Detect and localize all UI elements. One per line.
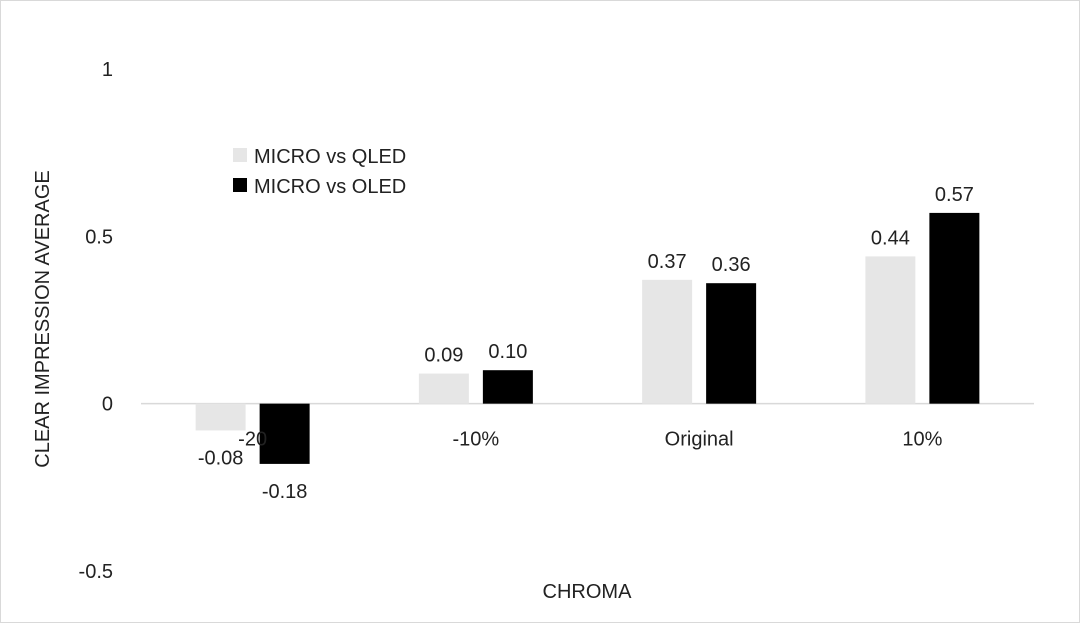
data-label: 0.36 <box>712 254 751 276</box>
legend: MICRO vs QLED MICRO vs OLED <box>233 146 406 198</box>
legend-swatch <box>233 178 247 192</box>
bar-micro-vs-oled <box>929 212 980 404</box>
data-label: -0.18 <box>262 481 308 503</box>
y-tick-label: 0 <box>102 394 113 416</box>
x-category-label: Original <box>665 429 734 451</box>
x-category-label: -20 <box>238 429 267 451</box>
bars-layer <box>195 212 980 464</box>
y-tick-label: -0.5 <box>79 561 113 583</box>
y-tick-label: 0.5 <box>85 226 113 248</box>
bar-micro-vs-oled <box>482 370 533 404</box>
data-labels-layer: -0.08 -0.18 -20 0.09 0.10 -10% 0.37 0.36 Origina… <box>198 184 974 503</box>
x-axis-title: CHROMA <box>543 581 633 603</box>
y-axis-title: CLEAR IMPRESSION AVERAGE <box>32 170 54 468</box>
legend-label: MICRO vs QLED <box>254 146 406 168</box>
data-label: 0.37 <box>648 251 687 273</box>
x-category-label: -10% <box>453 429 500 451</box>
data-label: -0.08 <box>198 447 244 469</box>
legend-swatch <box>233 148 247 162</box>
bar-micro-vs-qled <box>195 403 246 431</box>
y-tick-label: 1 <box>102 59 113 81</box>
data-label: 0.57 <box>935 184 974 206</box>
data-label: 0.44 <box>871 227 910 249</box>
bar-micro-vs-oled <box>259 403 310 464</box>
bar-micro-vs-qled <box>865 256 916 404</box>
bar-micro-vs-oled <box>706 283 757 404</box>
data-label: 0.10 <box>488 341 527 363</box>
x-category-label: 10% <box>902 429 942 451</box>
bar-micro-vs-qled <box>418 373 469 404</box>
legend-label: MICRO vs OLED <box>254 176 406 198</box>
bar-micro-vs-qled <box>642 279 693 404</box>
data-label: 0.09 <box>424 345 463 367</box>
